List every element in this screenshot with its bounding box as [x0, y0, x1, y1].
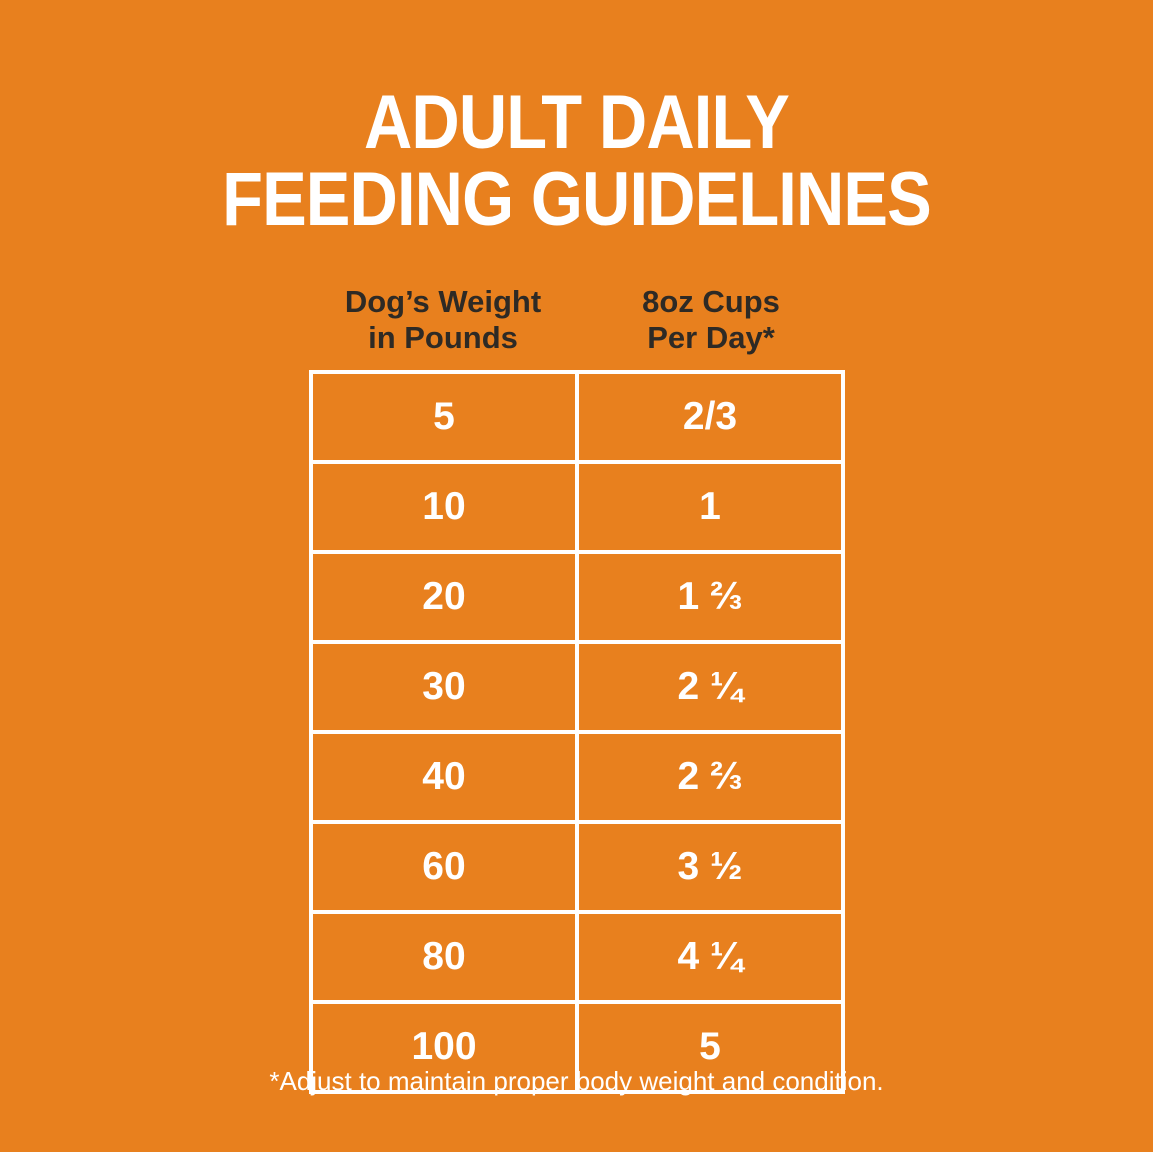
weight-cell: 80	[309, 910, 579, 1004]
cups-cell: 2/3	[575, 370, 845, 464]
weight-cell: 60	[309, 820, 579, 914]
table-column-headers: Dog’s Weight in Pounds 8oz Cups Per Day*	[309, 284, 845, 356]
feeding-guidelines-table: 5 2/3 10 1 20 1 ⅔ 30 2 ¼ 40 2 ⅔ 60 3 ½ 8…	[309, 370, 845, 1094]
table-row: 40 2 ⅔	[309, 730, 845, 824]
table-row: 100 5	[309, 1000, 845, 1094]
table-row: 60 3 ½	[309, 820, 845, 914]
table-row: 80 4 ¼	[309, 910, 845, 1004]
column-header-cups-per-day: 8oz Cups Per Day*	[642, 284, 780, 355]
table-row: 20 1 ⅔	[309, 550, 845, 644]
weight-cell: 30	[309, 640, 579, 734]
page-title: ADULT DAILY FEEDING GUIDELINES	[69, 84, 1084, 238]
weight-cell: 20	[309, 550, 579, 644]
page-title-line2: FEEDING GUIDELINES	[222, 157, 932, 242]
cups-cell: 1	[575, 460, 845, 554]
weight-cell: 5	[309, 370, 579, 464]
table-row: 30 2 ¼	[309, 640, 845, 734]
cups-cell: 3 ½	[575, 820, 845, 914]
weight-cell: 10	[309, 460, 579, 554]
cups-cell: 5	[575, 1000, 845, 1094]
cups-cell: 4 ¼	[575, 910, 845, 1004]
feeding-table-body: 5 2/3 10 1 20 1 ⅔ 30 2 ¼ 40 2 ⅔ 60 3 ½ 8…	[309, 370, 845, 1094]
footnote: *Adjust to maintain proper body weight a…	[269, 1066, 884, 1096]
weight-cell: 40	[309, 730, 579, 824]
page-title-line1: ADULT DAILY	[363, 80, 790, 165]
table-row: 5 2/3	[309, 370, 845, 464]
weight-cell: 100	[309, 1000, 579, 1094]
table-row: 10 1	[309, 460, 845, 554]
cups-cell: 2 ⅔	[575, 730, 845, 824]
cups-cell: 2 ¼	[575, 640, 845, 734]
column-header-dogs-weight: Dog’s Weight in Pounds	[344, 284, 542, 355]
cups-cell: 1 ⅔	[575, 550, 845, 644]
